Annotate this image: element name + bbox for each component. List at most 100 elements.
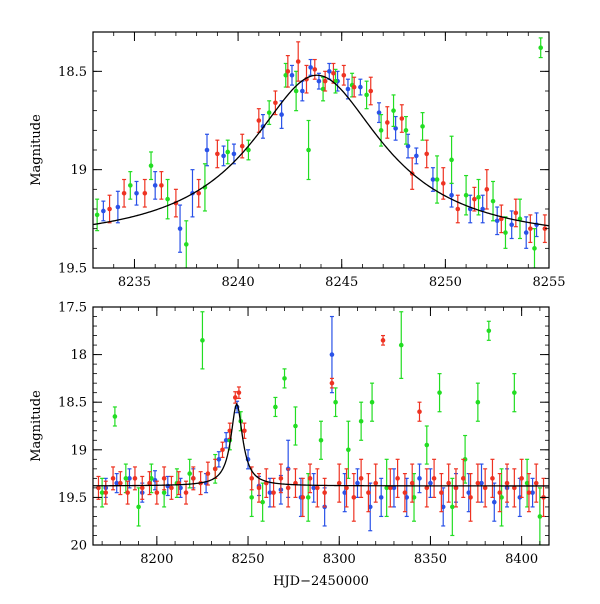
data-point — [196, 178, 202, 208]
marker — [239, 143, 245, 149]
marker — [519, 476, 524, 481]
data-point — [385, 106, 390, 139]
data-point — [380, 334, 386, 346]
data-point — [395, 458, 400, 498]
marker — [114, 480, 120, 486]
marker — [512, 485, 517, 491]
data-point — [368, 76, 374, 106]
data-point — [449, 182, 454, 208]
data-point — [326, 62, 332, 80]
data-point — [430, 167, 436, 192]
marker — [165, 196, 170, 202]
data-point — [344, 468, 349, 508]
marker — [103, 490, 109, 495]
marker — [161, 490, 167, 495]
data-point — [147, 471, 152, 496]
data-point — [289, 64, 295, 86]
data-point — [384, 458, 389, 518]
marker — [530, 490, 535, 495]
data-point — [358, 78, 363, 96]
data-point — [532, 228, 537, 268]
data-point — [159, 171, 164, 200]
data-point — [107, 194, 112, 224]
marker — [94, 212, 100, 218]
data-point — [538, 37, 544, 59]
data-point — [267, 477, 273, 508]
data-point — [318, 420, 324, 460]
data-point — [221, 145, 226, 167]
data-point — [329, 377, 335, 389]
data-point — [256, 108, 262, 133]
marker — [142, 190, 148, 196]
data-point — [402, 473, 408, 513]
marker — [227, 428, 233, 434]
data-point — [300, 80, 305, 102]
marker — [311, 485, 317, 491]
marker — [107, 206, 112, 212]
series-1 — [99, 311, 543, 545]
marker — [212, 466, 218, 472]
data-point — [307, 463, 313, 494]
data-point — [165, 178, 170, 220]
y-tick-label: 18.5 — [58, 396, 87, 411]
marker — [517, 216, 523, 222]
data-point — [114, 473, 120, 494]
y-axis-label: Magnitude — [29, 390, 44, 462]
data-point — [476, 178, 481, 216]
data-point — [497, 473, 503, 513]
data-point — [202, 163, 208, 212]
marker — [449, 157, 454, 163]
data-point — [364, 80, 369, 110]
data-point — [183, 480, 189, 505]
data-point — [183, 220, 189, 268]
data-point — [404, 477, 410, 518]
marker — [366, 490, 371, 495]
data-point — [322, 70, 328, 92]
data-point — [260, 113, 266, 139]
marker — [169, 485, 174, 491]
marker — [424, 151, 430, 157]
data-point — [285, 54, 291, 88]
marker — [455, 206, 461, 212]
marker — [388, 485, 393, 491]
data-point — [169, 475, 174, 500]
data-point — [278, 463, 284, 494]
marker — [331, 71, 336, 76]
data-point — [99, 477, 105, 508]
data-point — [342, 473, 348, 513]
marker — [326, 69, 332, 74]
data-point — [139, 475, 145, 500]
x-axis-label: HJD−2450000 — [273, 574, 369, 589]
marker — [434, 177, 440, 182]
marker — [329, 352, 335, 357]
marker — [242, 428, 247, 434]
data-point — [215, 139, 220, 169]
data-point — [134, 180, 139, 206]
data-point — [499, 204, 504, 234]
x-tick-label: 8235 — [118, 275, 151, 290]
marker — [513, 210, 519, 216]
series-0 — [101, 58, 539, 253]
marker — [152, 183, 158, 188]
marker — [273, 100, 278, 106]
marker — [112, 414, 118, 419]
y-tick-label: 19.5 — [58, 262, 87, 277]
marker — [293, 423, 298, 429]
y-tick-label: 18.5 — [58, 65, 87, 80]
data-point — [414, 147, 419, 165]
marker — [246, 147, 251, 153]
data-point — [503, 216, 508, 249]
data-point — [293, 406, 298, 446]
x-tick-label: 8200 — [140, 552, 173, 567]
marker — [380, 338, 386, 343]
data-point — [509, 210, 514, 240]
marker — [231, 151, 237, 157]
series-1 — [94, 37, 544, 268]
marker — [267, 490, 273, 495]
y-tick-label: 17.5 — [58, 301, 87, 316]
marker — [342, 490, 348, 495]
marker — [110, 476, 116, 481]
marker — [490, 198, 496, 204]
data-point — [293, 468, 298, 498]
data-point — [123, 463, 129, 494]
